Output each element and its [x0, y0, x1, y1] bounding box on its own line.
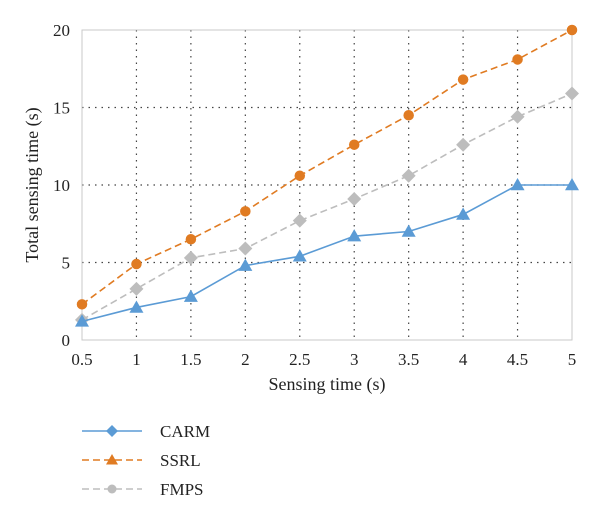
data-point-fmps: [510, 109, 525, 124]
data-point-fmps: [183, 250, 198, 265]
data-point-carm: [129, 300, 144, 313]
legend: CARM SSRL FMPS: [82, 422, 210, 499]
data-point-carm: [238, 258, 253, 271]
x-tick-label: 3: [350, 350, 359, 369]
data-point-ssrl: [457, 74, 469, 85]
legend-label: SSRL: [160, 451, 201, 470]
x-tick-label: 1: [132, 350, 141, 369]
series-carm: [75, 178, 579, 327]
x-tick-label: 0.5: [71, 350, 92, 369]
series-line-carm: [81, 184, 572, 323]
data-point-fmps: [456, 137, 471, 152]
data-point-ssrl: [566, 24, 578, 36]
series-ssrl: [76, 24, 578, 310]
legend-item-fmps: FMPS: [82, 480, 203, 499]
data-point-carm: [456, 207, 471, 220]
legend-marker: [106, 454, 118, 465]
x-tick-label: 4.5: [507, 350, 528, 369]
data-point-ssrl: [76, 299, 88, 310]
data-point-carm: [510, 178, 525, 191]
y-tick-label: 10: [53, 176, 70, 195]
data-point-fmps: [292, 213, 307, 228]
data-point-carm: [183, 289, 198, 302]
y-tick-label: 15: [53, 99, 70, 118]
legend-item-ssrl: SSRL: [82, 451, 201, 470]
data-point-ssrl: [131, 258, 142, 270]
series-fmps: [75, 86, 579, 327]
legend-marker: [107, 484, 117, 494]
y-axis-label: Total sensing time (s): [22, 107, 43, 262]
legend-item-carm: CARM: [82, 422, 210, 441]
x-tick-label: 2: [241, 350, 250, 369]
data-point-ssrl: [403, 110, 414, 121]
legend-label: FMPS: [160, 480, 203, 499]
x-tick-label: 2.5: [289, 350, 310, 369]
data-point-ssrl: [294, 170, 306, 181]
y-tick-label: 20: [53, 21, 70, 40]
series-line-ssrl: [81, 29, 573, 305]
legend-label: CARM: [160, 422, 210, 441]
data-point-ssrl: [512, 54, 523, 65]
x-axis-label: Sensing time (s): [269, 374, 386, 395]
grid-lines: [82, 30, 572, 340]
data-point-fmps: [565, 86, 579, 101]
data-point-carm: [75, 314, 89, 327]
data-point-carm: [565, 178, 579, 191]
data-point-fmps: [238, 241, 253, 256]
data-point-fmps: [129, 281, 144, 296]
data-point-ssrl: [240, 206, 251, 217]
data-point-carm: [347, 229, 362, 242]
data-point-ssrl: [348, 139, 360, 150]
x-tick-label: 3.5: [398, 350, 419, 369]
y-tick-label: 5: [62, 254, 71, 273]
data-point-fmps: [401, 168, 416, 183]
data-point-fmps: [347, 191, 362, 206]
data-point-carm: [401, 224, 416, 237]
y-tick-label: 0: [62, 331, 71, 350]
x-tick-label: 4: [459, 350, 468, 369]
legend-marker: [106, 425, 118, 437]
x-axis-ticks: 0.5 1 1.5 2 2.5 3 3.5 4 4.5 5: [71, 350, 576, 369]
data-point-carm: [292, 249, 307, 262]
x-tick-label: 1.5: [180, 350, 201, 369]
data-point-ssrl: [185, 234, 197, 245]
series-line-fmps: [81, 92, 573, 321]
y-axis-ticks: 0 5 10 15 20: [53, 21, 70, 350]
x-tick-label: 5: [568, 350, 577, 369]
series-layer: [75, 24, 579, 327]
